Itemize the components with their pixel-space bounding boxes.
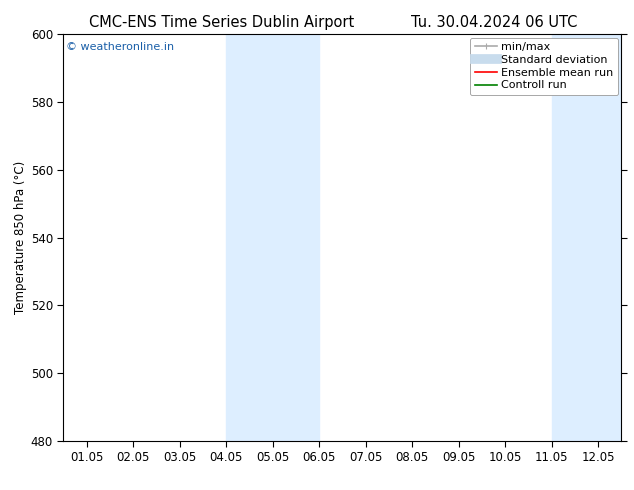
Text: Tu. 30.04.2024 06 UTC: Tu. 30.04.2024 06 UTC <box>411 15 578 30</box>
Text: © weatheronline.in: © weatheronline.in <box>66 43 174 52</box>
Text: CMC-ENS Time Series Dublin Airport: CMC-ENS Time Series Dublin Airport <box>89 15 354 30</box>
Bar <box>226 34 319 441</box>
Bar <box>552 34 634 441</box>
Legend: min/max, Standard deviation, Ensemble mean run, Controll run: min/max, Standard deviation, Ensemble me… <box>470 38 618 95</box>
Y-axis label: Temperature 850 hPa (°C): Temperature 850 hPa (°C) <box>13 161 27 314</box>
